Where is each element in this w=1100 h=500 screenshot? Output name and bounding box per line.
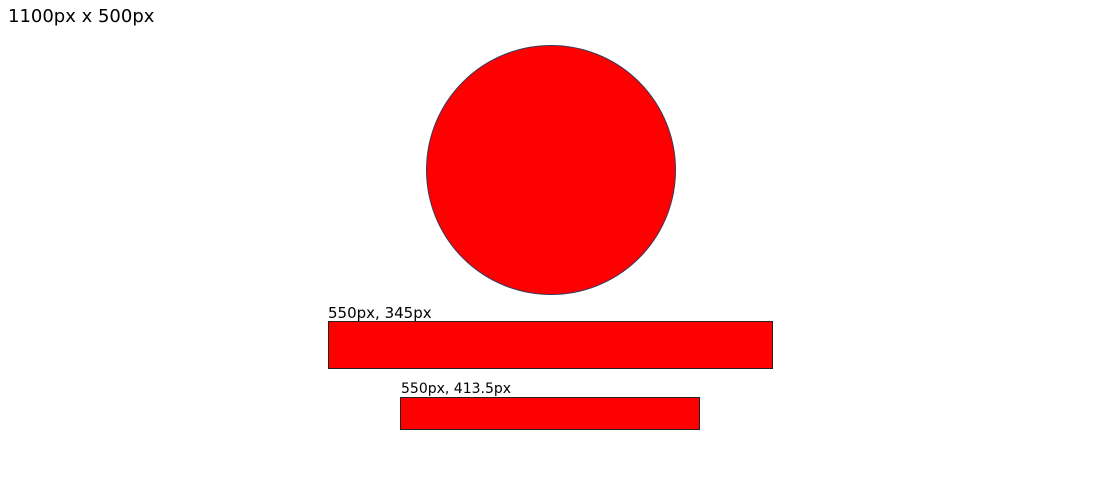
canvas-size-label: 1100px x 500px bbox=[8, 6, 155, 27]
bar-1-coordinate-label: 550px, 345px bbox=[328, 304, 432, 322]
red-circle bbox=[426, 45, 676, 295]
red-bar-1 bbox=[328, 321, 773, 369]
red-bar-2 bbox=[400, 397, 700, 430]
bar-2-coordinate-label: 550px, 413.5px bbox=[401, 381, 512, 397]
